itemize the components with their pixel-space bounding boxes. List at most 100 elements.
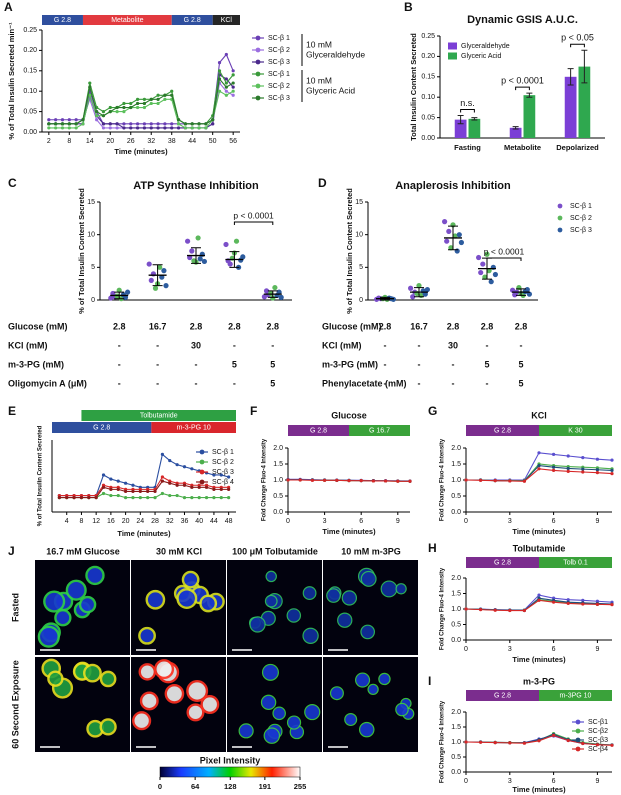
chart-title: Tolbutamide: [513, 543, 566, 553]
x-tick-label: 44: [210, 518, 218, 525]
data-point: [131, 496, 135, 500]
chart-title: Dynamic GSIS A.U.C.: [467, 14, 578, 26]
data-point: [115, 122, 119, 126]
data-point: [595, 468, 600, 472]
x-tick-label: 6: [359, 518, 363, 525]
data-point: [54, 126, 58, 130]
legend-group-label: 10 mM: [306, 75, 332, 85]
data-point: [522, 741, 527, 745]
data-point: [129, 101, 133, 106]
cell: [360, 624, 376, 640]
legend-marker: [557, 215, 563, 221]
data-point: [115, 126, 119, 130]
x-tick-label: 9: [595, 518, 599, 525]
data-point: [152, 285, 159, 291]
error-bar: [516, 288, 526, 296]
data-point: [240, 254, 246, 260]
bar: [564, 76, 577, 138]
table-cell: 2.8: [113, 321, 126, 331]
x-tick-label: 56: [229, 138, 237, 145]
y-tick-label: 0.05: [23, 108, 37, 115]
data-point: [122, 122, 126, 126]
data-point: [122, 294, 129, 300]
data-point: [189, 248, 195, 254]
data-point: [108, 105, 112, 110]
condition-bar: [151, 422, 236, 433]
data-point: [335, 478, 339, 482]
y-tick-label: 0.0: [273, 509, 283, 516]
condition-label: G 2.8: [494, 692, 511, 699]
bar: [468, 118, 481, 138]
data-point: [170, 89, 174, 93]
data-point: [176, 118, 181, 122]
y-axis-label: Total Insulin Content Secreted: [409, 33, 418, 141]
data-point: [170, 126, 174, 130]
table-row-label: Glucose (mM): [322, 321, 382, 331]
data-point: [95, 118, 99, 122]
error-bar: [471, 117, 478, 121]
data-point: [168, 458, 172, 463]
series-line: [465, 468, 613, 482]
data-point: [278, 294, 284, 300]
data-point: [204, 485, 209, 489]
data-point: [156, 101, 160, 106]
table-cell: 5: [270, 378, 275, 388]
data-point: [359, 479, 363, 483]
data-point: [224, 93, 228, 97]
data-point: [122, 101, 126, 106]
data-point: [508, 479, 512, 483]
legend-label: SC-β 1: [268, 71, 290, 78]
condition-bar: [466, 557, 539, 568]
table-cell: 2.8: [515, 321, 528, 331]
table-cell: -: [520, 340, 523, 350]
legend-label: SC-β1: [588, 719, 608, 726]
data-point: [486, 268, 492, 274]
data-point: [224, 77, 228, 81]
x-tick-label: 36: [181, 518, 189, 525]
data-point: [595, 602, 600, 606]
data-point: [227, 261, 233, 267]
data-point: [135, 97, 140, 101]
legend-marker: [575, 719, 581, 725]
panel-letter: B: [404, 0, 413, 14]
condition-label: Tolb 0.1: [563, 559, 588, 566]
condition-label: G 2.8: [54, 17, 71, 24]
panel-letter: G: [428, 404, 437, 418]
table-cell: -: [195, 359, 198, 369]
y-tick-label: 0.15: [421, 74, 435, 81]
data-point: [595, 457, 600, 461]
data-point: [116, 287, 122, 293]
data-point: [219, 473, 223, 477]
x-tick-label: 24: [136, 518, 144, 525]
y-tick-label: 0.10: [23, 88, 37, 95]
column-header: 16.7 mM Glucose: [46, 546, 120, 556]
cell: [54, 609, 72, 627]
data-point: [142, 126, 147, 130]
data-point: [156, 93, 160, 97]
y-tick-label: 15: [355, 199, 363, 206]
data-point: [57, 496, 61, 500]
row-label: 60 Second Exposure: [10, 660, 20, 749]
data-point: [227, 496, 231, 500]
significance-label: p < 0.0001: [484, 246, 525, 256]
x-tick-label: 0: [464, 518, 468, 525]
table-cell: 5: [232, 359, 237, 369]
y-tick-label: 0.25: [421, 33, 435, 40]
data-point: [566, 738, 570, 743]
data-point: [108, 122, 112, 126]
data-point: [310, 478, 314, 482]
x-tick-label: Fasting: [454, 143, 481, 152]
y-tick-label: 1.5: [451, 724, 461, 731]
data-point: [197, 122, 201, 126]
data-point: [115, 110, 119, 114]
y-tick-label: 1.5: [451, 590, 461, 597]
y-axis-label: % of Total Insulin Content Secreted: [345, 188, 354, 314]
table-cell: 2.8: [228, 321, 241, 331]
data-point: [212, 496, 216, 500]
cell: [380, 580, 398, 598]
data-point: [183, 122, 187, 126]
data-point: [135, 126, 140, 130]
data-point: [108, 110, 112, 114]
data-point: [142, 105, 147, 110]
data-point: [185, 238, 191, 244]
